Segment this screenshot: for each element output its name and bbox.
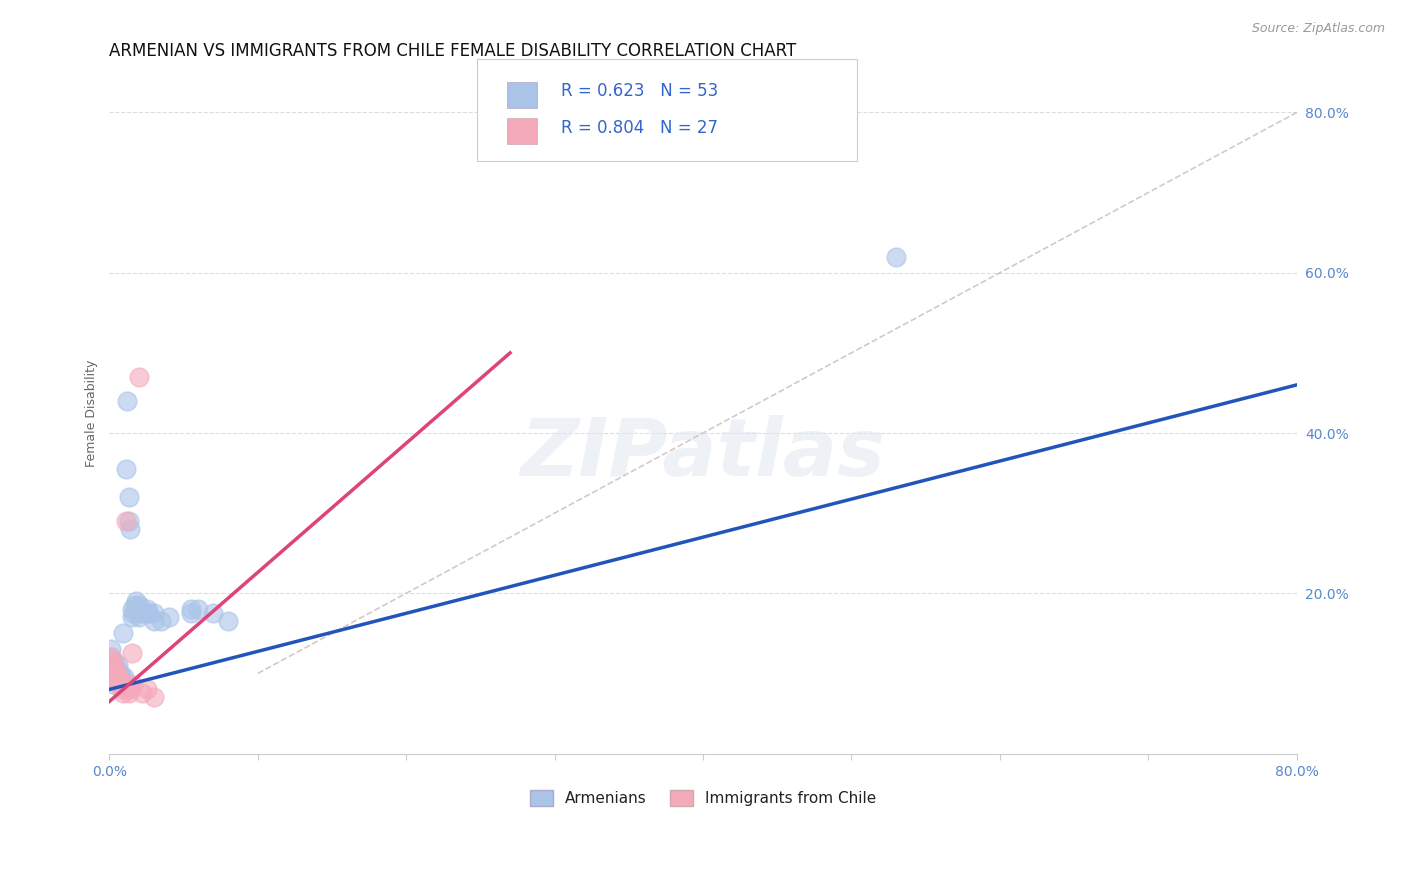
Point — [111, 682, 134, 697]
Legend: Armenians, Immigrants from Chile: Armenians, Immigrants from Chile — [522, 782, 884, 814]
Point — [131, 686, 153, 700]
Point — [110, 674, 132, 689]
FancyBboxPatch shape — [508, 119, 537, 144]
Point — [112, 670, 135, 684]
Text: R = 0.623   N = 53: R = 0.623 N = 53 — [561, 82, 718, 100]
Point — [180, 602, 202, 616]
Text: Source: ZipAtlas.com: Source: ZipAtlas.com — [1251, 22, 1385, 36]
Point — [111, 626, 134, 640]
Point — [125, 594, 148, 608]
Point — [142, 607, 165, 621]
Point — [101, 662, 124, 676]
Point — [104, 670, 127, 684]
Point — [101, 670, 124, 684]
Point — [110, 670, 132, 684]
Point — [884, 250, 907, 264]
Point — [142, 690, 165, 705]
Point — [103, 666, 125, 681]
Point — [100, 650, 122, 665]
Point — [100, 642, 122, 657]
Point — [120, 522, 142, 536]
Point — [128, 599, 150, 613]
Point — [111, 678, 134, 692]
Point — [122, 607, 145, 621]
Point — [104, 666, 127, 681]
Point — [217, 615, 239, 629]
Text: ZIPatlas: ZIPatlas — [520, 415, 886, 493]
Point — [103, 654, 125, 668]
Point — [121, 610, 143, 624]
Point — [202, 607, 225, 621]
Point — [101, 666, 124, 681]
Text: ARMENIAN VS IMMIGRANTS FROM CHILE FEMALE DISABILITY CORRELATION CHART: ARMENIAN VS IMMIGRANTS FROM CHILE FEMALE… — [110, 42, 797, 60]
Point — [105, 662, 128, 676]
Point — [105, 674, 128, 689]
Point — [180, 607, 202, 621]
Point — [114, 514, 136, 528]
Point — [104, 670, 127, 684]
Point — [128, 370, 150, 384]
Point — [107, 658, 129, 673]
Point — [142, 615, 165, 629]
Point — [101, 658, 124, 673]
Point — [107, 670, 129, 684]
Point — [103, 674, 125, 689]
Point — [103, 658, 125, 673]
Point — [101, 662, 124, 676]
Point — [810, 142, 832, 156]
Point — [105, 670, 128, 684]
Point — [112, 678, 135, 692]
Point — [107, 670, 129, 684]
Point — [100, 650, 122, 665]
Point — [108, 678, 131, 692]
Point — [107, 674, 129, 689]
Point — [138, 607, 160, 621]
Point — [125, 602, 148, 616]
FancyBboxPatch shape — [478, 59, 858, 161]
Point — [108, 666, 131, 681]
Point — [115, 682, 138, 697]
Point — [115, 393, 138, 408]
Point — [135, 682, 157, 697]
Point — [120, 682, 142, 697]
Point — [135, 602, 157, 616]
Point — [103, 666, 125, 681]
Point — [100, 658, 122, 673]
Point — [111, 686, 134, 700]
Point — [101, 654, 124, 668]
Point — [108, 678, 131, 692]
Point — [100, 670, 122, 684]
Point — [104, 674, 127, 689]
Point — [118, 686, 141, 700]
Point — [118, 514, 141, 528]
Point — [110, 674, 132, 689]
Point — [157, 610, 180, 624]
Point — [118, 490, 141, 504]
Point — [150, 615, 173, 629]
FancyBboxPatch shape — [508, 82, 537, 108]
Point — [187, 602, 209, 616]
Point — [135, 607, 157, 621]
Point — [128, 610, 150, 624]
Point — [112, 674, 135, 689]
Text: R = 0.804   N = 27: R = 0.804 N = 27 — [561, 120, 717, 137]
Point — [131, 607, 153, 621]
Point — [105, 666, 128, 681]
Point — [121, 602, 143, 616]
Point — [114, 462, 136, 476]
Y-axis label: Female Disability: Female Disability — [86, 359, 98, 467]
Point — [121, 646, 143, 660]
Point — [124, 599, 146, 613]
Point — [104, 678, 127, 692]
Point — [122, 678, 145, 692]
